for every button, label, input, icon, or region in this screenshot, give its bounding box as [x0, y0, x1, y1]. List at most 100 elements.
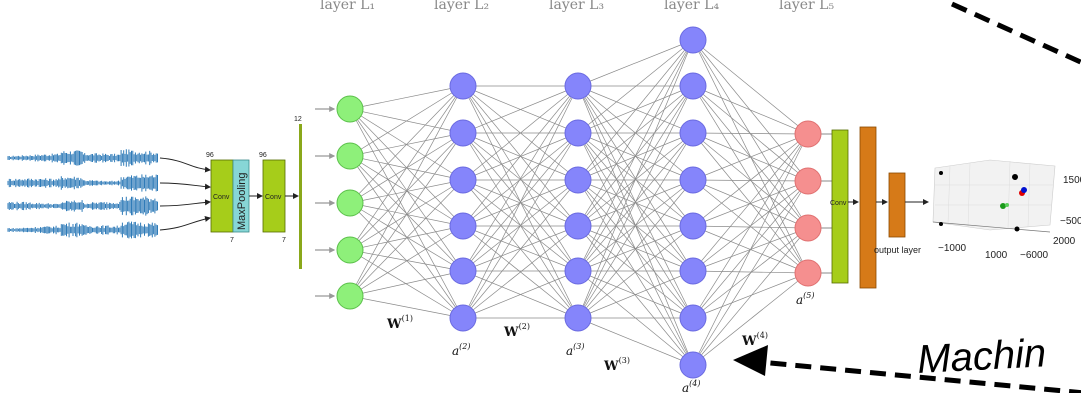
flatten-bar: [299, 124, 302, 269]
plot-point-green-2: [1005, 203, 1009, 207]
dense-block: [859, 126, 877, 289]
layer-header-3: layer L₃: [549, 0, 604, 13]
dim-bottom-2: 7: [282, 237, 286, 244]
edge-hidden1-3-hidden2-1: [462, 132, 579, 227]
conv2-label: Conv: [265, 194, 282, 201]
output-blocks: Conv output layer: [830, 126, 929, 289]
edge-hidden2-3-hidden3-0: [577, 39, 694, 227]
plot-tick-1500: 1500: [1063, 175, 1081, 186]
input-stub-arrows: [315, 106, 336, 299]
input-node-4: [336, 236, 364, 264]
edge-hidden3-2-output-0: [692, 132, 809, 135]
plot-tick-neg500: −500: [1060, 216, 1081, 227]
conv3-label: Conv: [830, 200, 847, 207]
output-node-4: [794, 259, 822, 287]
edge-hidden3-1-output-3: [692, 85, 809, 274]
edge-hidden3-7-output-0: [692, 133, 809, 366]
waveform-2: [7, 174, 158, 192]
input-node-1: [336, 95, 364, 123]
edge-input-2-hidden1-4: [349, 202, 464, 272]
edge-hidden3-3-output-1: [692, 179, 809, 182]
plot-axis-bottom: [932, 221, 1051, 233]
weight-labels: W(1) W(2) W(3) W(4): [386, 314, 768, 374]
hidden1-node-3: [449, 166, 477, 194]
edge-hidden1-5-hidden2-1: [462, 132, 579, 319]
edge-hidden3-3-output-0: [692, 133, 809, 181]
hidden3-node-6: [679, 257, 707, 285]
edge-hidden2-3-hidden3-7: [577, 225, 694, 366]
hidden1-node-5: [449, 257, 477, 285]
machine-annotation: Machin: [916, 331, 1047, 382]
plot-tick-1000: 1000: [985, 250, 1008, 261]
activation-labels: a(2) a(3) a(4) a(5): [452, 291, 815, 393]
plot-point-black-4: [939, 171, 943, 175]
edge-hidden3-0-output-0: [692, 39, 809, 135]
plot-tick-neg6000: −6000: [1020, 250, 1049, 261]
edge-input-2-hidden1-0: [349, 85, 464, 204]
edge-input-4-hidden1-3: [349, 225, 464, 297]
layer-header-1: layer L₁: [320, 0, 375, 13]
hidden3-node-4: [679, 166, 707, 194]
edge-hidden3-6-output-3: [692, 272, 809, 319]
plot-point-green: [1000, 203, 1006, 209]
edge-hidden3-7-output-2: [692, 227, 809, 366]
layer-header-2: layer L₂: [434, 0, 489, 13]
edge-hidden2-1-hidden3-0: [577, 39, 694, 134]
weight-label-2: W(2): [503, 322, 530, 340]
edge-hidden2-3-hidden3-3: [577, 179, 694, 227]
edge-input-3-hidden1-0: [349, 85, 464, 251]
output-node-2: [794, 167, 822, 195]
edge-input-0-hidden1-4: [349, 108, 464, 272]
hidden1-node-1: [449, 72, 477, 100]
hidden2-node-6: [564, 304, 592, 332]
plot-point-black-3: [939, 222, 943, 226]
hidden3-node-2: [679, 72, 707, 100]
waveform-arrow-3: [159, 199, 211, 207]
waveform-arrow-1: [159, 157, 211, 173]
waveform-arrow-2: [159, 182, 211, 190]
edge-input-4-hidden1-1: [349, 132, 464, 297]
hidden1-node-4: [449, 212, 477, 240]
activation-label-5: a(5): [796, 291, 815, 307]
weight-label-4: W(4): [741, 331, 768, 349]
cnn-blocks: Conv MaxPooling 96 7 Conv 96 7 12: [206, 116, 302, 269]
audio-waveforms: [7, 149, 158, 239]
edge-hidden2-5-hidden3-4: [577, 225, 694, 319]
edge-hidden2-5-hidden3-0: [577, 39, 694, 319]
edge-hidden2-5-hidden3-5: [577, 270, 694, 319]
edge-hidden1-5-hidden2-0: [462, 85, 579, 319]
edge-input-4-hidden1-4: [349, 270, 464, 297]
conv3-block: [831, 129, 849, 284]
waveform-arrow-4: [159, 216, 211, 231]
dashed-arrow-top: [950, 1, 1081, 65]
hidden1-node-6: [449, 304, 477, 332]
plot-gridlines: [935, 160, 1053, 229]
conv1-label: Conv: [213, 194, 230, 201]
plot-point-blue: [1021, 187, 1027, 193]
edge-hidden3-5-output-3: [692, 270, 809, 274]
plot-point-black-2: [1014, 226, 1020, 232]
edge-hidden2-0-hidden3-0: [577, 39, 694, 87]
hidden2-node-4: [564, 212, 592, 240]
weight-label-1: W(1): [386, 314, 413, 332]
input-node-2: [336, 142, 364, 170]
edge-hidden3-3-output-2: [692, 179, 809, 229]
edge-hidden3-4-output-1: [692, 180, 809, 227]
waveform-arrows: [159, 157, 211, 231]
activation-label-3: a(3): [566, 342, 585, 358]
input-node-5: [336, 282, 364, 310]
dashed-arrow-head: [733, 345, 768, 376]
edge-hidden1-3-hidden2-2: [462, 179, 579, 227]
dashed-arrow-bottom: [759, 359, 1081, 393]
dim-top-2: 96: [259, 152, 267, 159]
hidden3-node-8: [679, 351, 707, 379]
edge-hidden1-1-hidden2-0: [462, 85, 579, 134]
hidden3-node-5: [679, 212, 707, 240]
edge-hidden3-7-output-1: [692, 180, 809, 366]
edge-input-3-hidden1-4: [349, 249, 464, 272]
waveform-4: [7, 221, 158, 239]
layer-header-5: layer L₅: [779, 0, 834, 13]
hidden3-node-3: [679, 119, 707, 147]
waveform-3: [7, 196, 158, 216]
